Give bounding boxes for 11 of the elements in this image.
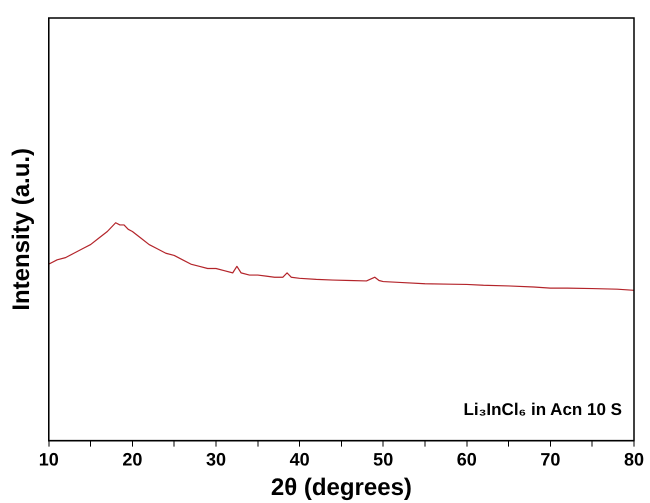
x-tick-label: 10 [38,449,59,470]
x-tick-label: 20 [122,449,142,470]
x-tick-label: 70 [540,449,560,470]
x-axis-title: 2θ (degrees) [270,474,412,502]
y-axis-title: Intensity (a.u.) [8,148,36,311]
x-tick-label: 30 [206,449,226,470]
x-tick-label: 40 [290,449,310,470]
annotation: Li₃InCl₆ in Acn 10 S [463,400,622,419]
x-tick-label: 60 [456,449,477,470]
x-tick-label: 80 [624,449,644,470]
x-tick-label: 50 [373,449,394,470]
